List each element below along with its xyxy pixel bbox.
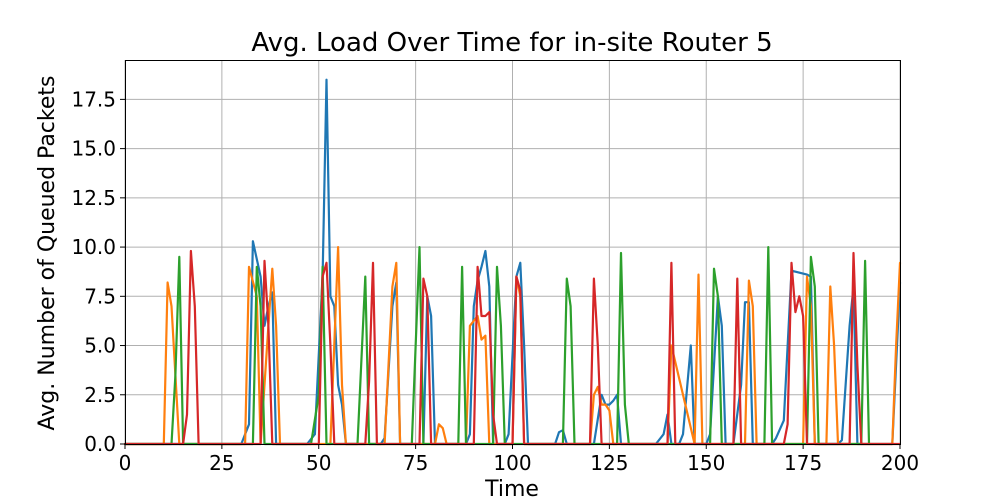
y-tick-label: 10.0: [71, 235, 116, 259]
x-axis-ticks: 0 25 50 75 100 125 150 175 200: [119, 444, 919, 475]
x-tick-label: 25: [209, 451, 234, 475]
x-tick-label: 50: [306, 451, 331, 475]
series-line-3: [123, 246, 871, 446]
x-tick-label: 150: [687, 451, 725, 475]
grid: [124, 60, 901, 445]
y-tick-label: 17.5: [71, 87, 116, 111]
y-tick-label: 0.0: [84, 432, 116, 456]
y-tick-label: 5.0: [84, 334, 116, 358]
x-tick-label: 200: [881, 451, 919, 475]
chart-title: Avg. Load Over Time for in-site Router 5: [251, 28, 772, 58]
y-tick-label: 15.0: [71, 137, 116, 161]
y-tick-label: 12.5: [71, 186, 116, 210]
x-tick-label: 100: [493, 451, 531, 475]
x-tick-label: 125: [590, 451, 628, 475]
x-tick-label: 75: [403, 451, 428, 475]
x-tick-label: 175: [784, 451, 822, 475]
y-tick-label: 7.5: [84, 284, 116, 308]
x-axis-label: Time: [484, 477, 539, 500]
y-tick-label: 2.5: [84, 383, 116, 407]
y-axis-ticks: 0.0 2.5 5.0 7.5 10.0 12.5 15.0 17.5: [71, 87, 125, 456]
y-axis-label: Avg. Number of Queued Packets: [35, 76, 60, 431]
x-tick-label: 0: [119, 451, 132, 475]
